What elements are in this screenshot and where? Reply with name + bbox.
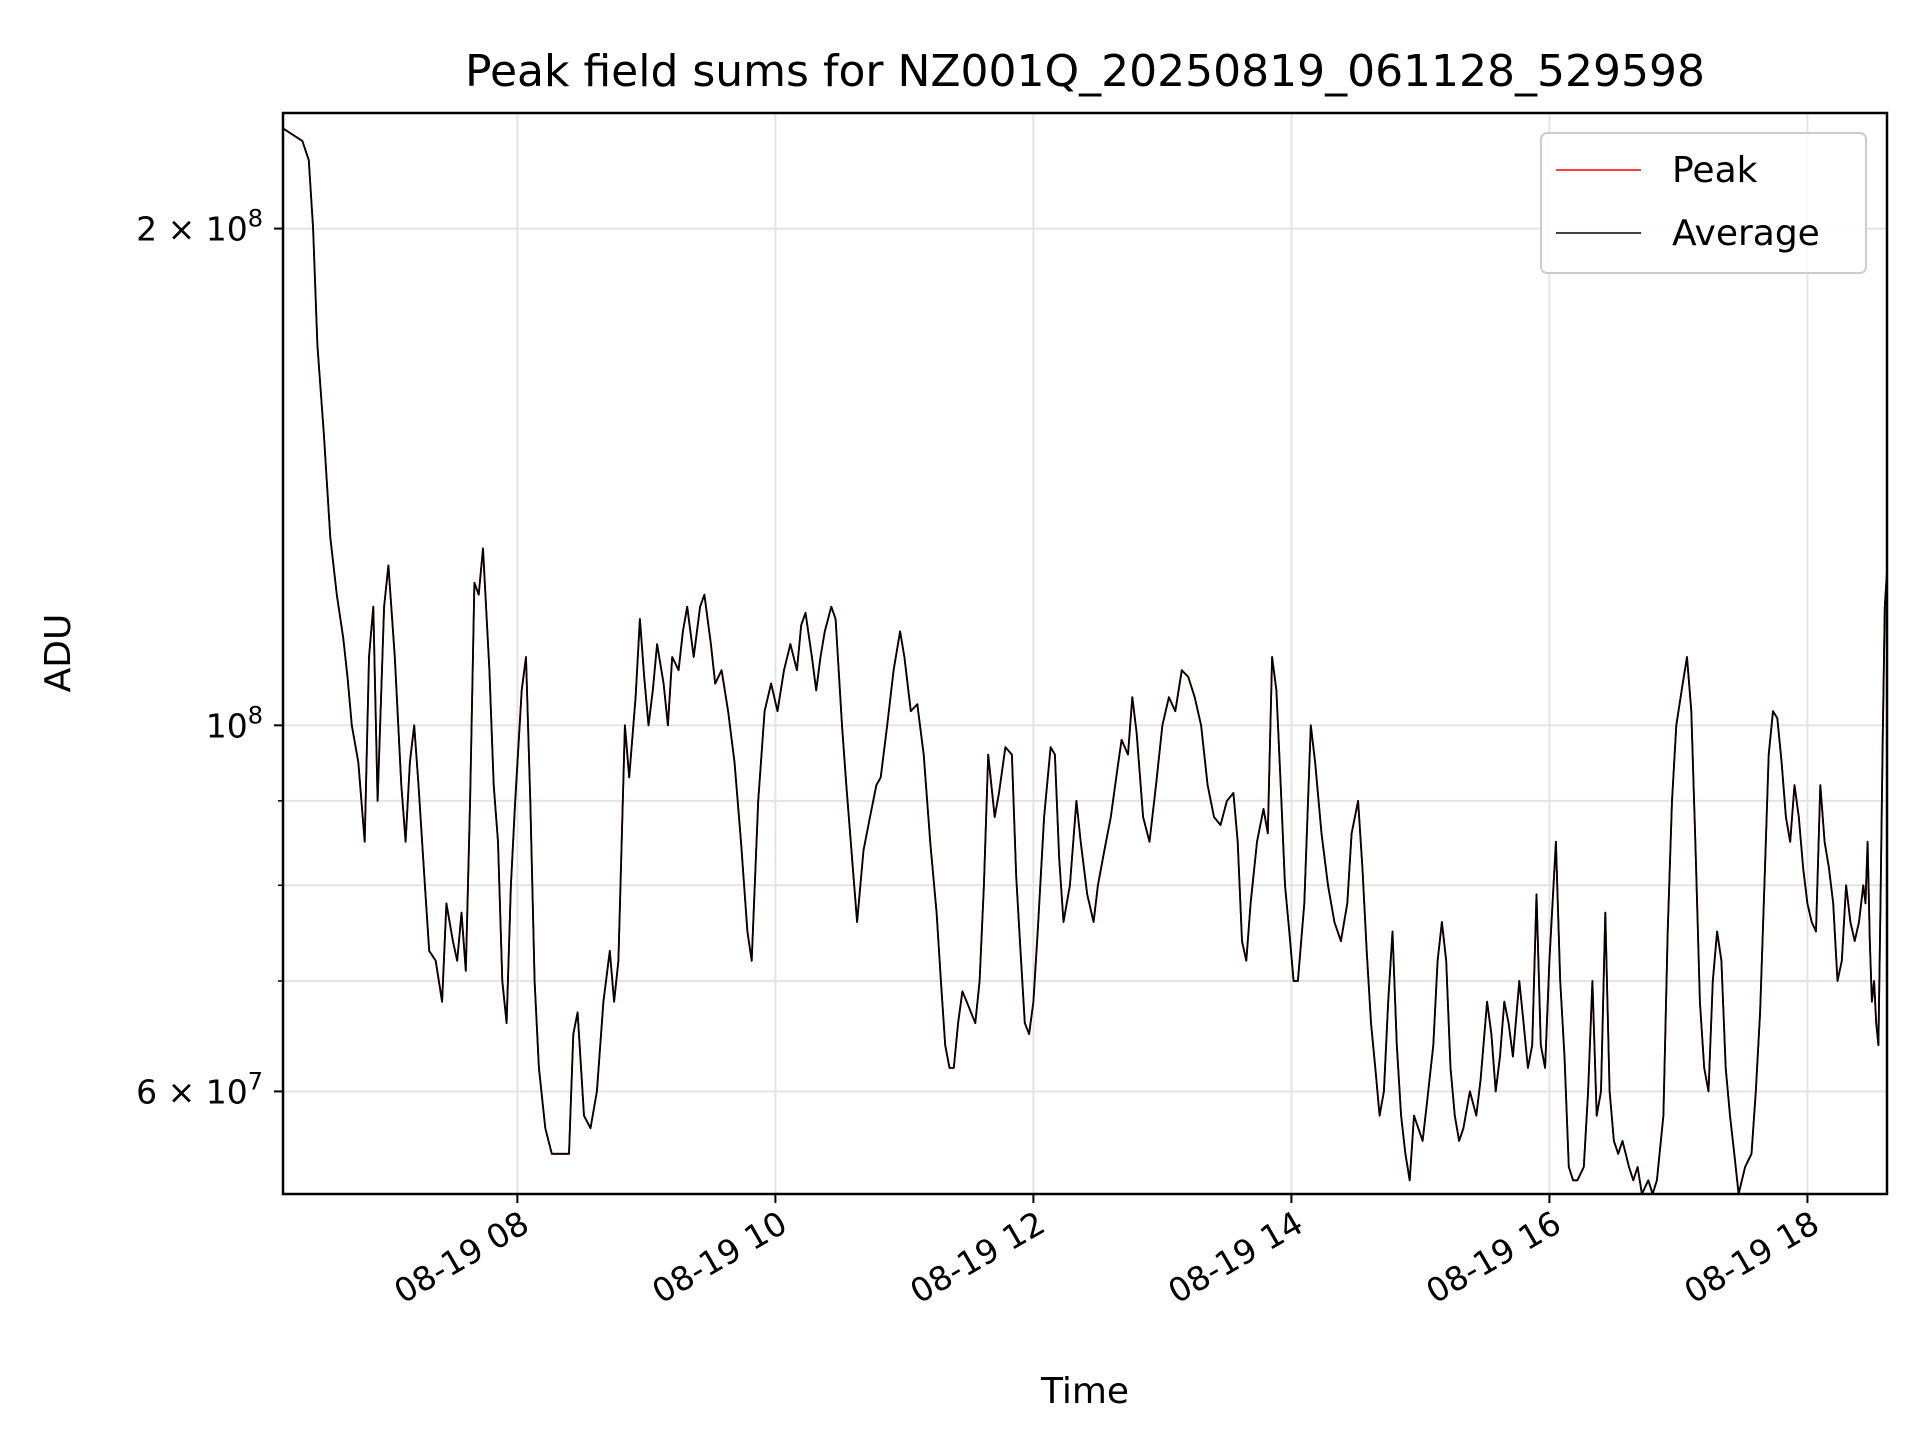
legend: Peak Average	[1540, 132, 1867, 274]
series-layer	[282, 127, 1888, 1195]
series-line-average	[282, 127, 1888, 1195]
legend-label-average: Average	[1672, 213, 1820, 254]
chart-title: Peak field sums for NZ001Q_20250819_0611…	[465, 46, 1705, 97]
grid-layer	[283, 113, 1887, 1194]
legend-box	[1540, 132, 1867, 274]
y-tick-label: 2 × 108	[136, 205, 263, 249]
y-tick-label: 6 × 107	[136, 1067, 263, 1111]
legend-label-peak: Peak	[1672, 150, 1758, 191]
y-tick-label: 108	[206, 701, 263, 745]
y-axis-label: ADU	[38, 614, 79, 693]
x-axis-label: Time	[1040, 1371, 1129, 1412]
plot-frame	[281, 111, 1889, 1196]
